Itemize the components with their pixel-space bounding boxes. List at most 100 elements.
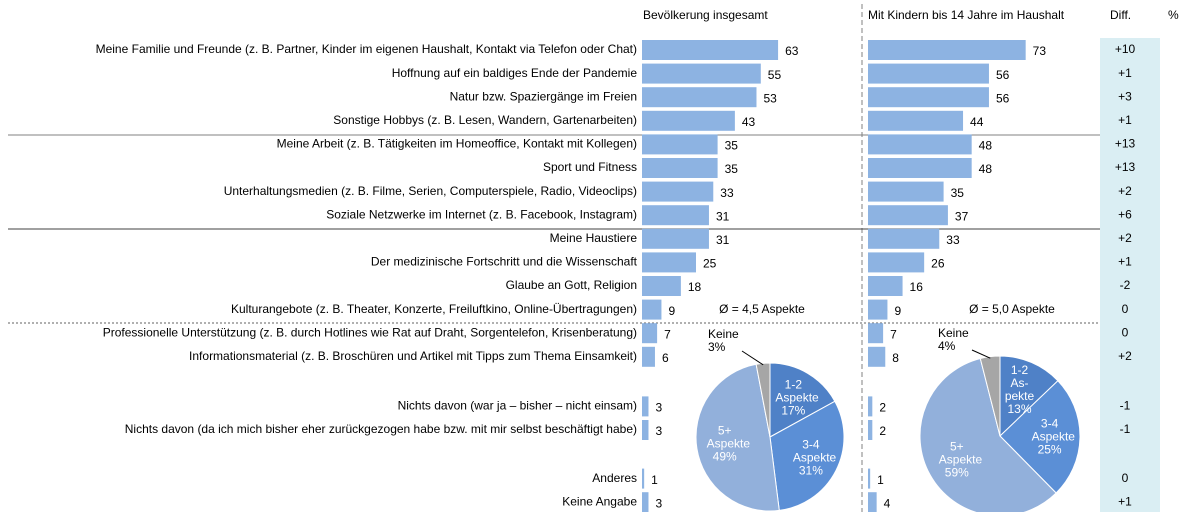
value-label: 33 <box>720 186 734 200</box>
pie-category: 1-2 As-pekte <box>1004 363 1035 404</box>
value-label: 9 <box>894 304 901 318</box>
category-label: Anderes <box>592 471 637 485</box>
bar <box>868 299 888 320</box>
category-label: Natur bzw. Spaziergänge im Freien <box>450 89 637 103</box>
bar <box>642 276 681 296</box>
value-label: 56 <box>996 68 1010 82</box>
pie-value: 3% <box>708 340 726 354</box>
leader-line <box>971 349 991 359</box>
bar <box>868 63 989 84</box>
value-label: 3 <box>655 401 662 415</box>
category-label: Sport und Fitness <box>543 160 637 174</box>
pie-slice <box>769 362 836 438</box>
pie-label: 3-4 Aspekte 31% <box>792 437 837 477</box>
value-label: 1 <box>651 473 658 487</box>
bar <box>868 276 903 296</box>
category-label: Unterhaltungsmedien (z. B. Filme, Serien… <box>224 184 637 198</box>
value-label: 25 <box>703 257 717 271</box>
bar <box>868 87 989 108</box>
bar <box>642 158 718 178</box>
diff-label: +6 <box>1118 207 1132 221</box>
value-label: 31 <box>716 209 730 223</box>
category-label: Sonstige Hobbys (z. B. Lesen, Wandern, G… <box>333 113 637 127</box>
category-label: Hoffnung auf ein baldiges Ende der Pande… <box>392 66 638 80</box>
bar <box>868 134 972 155</box>
pie-value: 59% <box>944 465 969 480</box>
bar <box>868 492 877 512</box>
bar <box>868 205 948 226</box>
leader-line <box>741 350 764 366</box>
pie-category: 3-4 Aspekte <box>1031 416 1075 444</box>
value-label: 44 <box>970 115 984 129</box>
value-label: 33 <box>946 233 960 247</box>
value-label: 4 <box>884 496 891 510</box>
pie-label: 1-2 Aspekte 17% <box>775 377 819 417</box>
value-label: 43 <box>742 115 756 129</box>
category-label: Meine Arbeit (z. B. Tätigkeiten im Homeo… <box>277 137 637 151</box>
pie-value: 4% <box>938 339 956 353</box>
bar <box>642 396 649 417</box>
diff-header: Diff. <box>1110 8 1131 22</box>
value-label: 2 <box>879 424 886 438</box>
diff-label: +1 <box>1118 66 1132 80</box>
bar <box>868 420 873 440</box>
value-label: 3 <box>655 424 662 438</box>
diff-label: +10 <box>1115 42 1136 56</box>
bar <box>642 228 709 249</box>
value-label: 63 <box>785 44 799 58</box>
diff-label: +1 <box>1118 113 1132 127</box>
annotation: Ø = 4,5 Aspekte <box>719 302 805 316</box>
value-label: 1 <box>877 473 884 487</box>
pie-label: 3-4 Aspekte 25% <box>1031 416 1075 456</box>
value-label: 55 <box>768 68 782 82</box>
bar <box>642 87 757 108</box>
pie-label: Keine 3% <box>708 328 748 354</box>
pie-slice <box>979 355 1001 437</box>
diff-label: +2 <box>1118 349 1132 363</box>
value-label: 48 <box>979 139 993 153</box>
pie-slice <box>695 363 780 512</box>
value-label: 37 <box>955 209 969 223</box>
diff-label: +2 <box>1118 231 1132 245</box>
pie-category: Keine <box>938 326 969 340</box>
pie-label: 5+ Aspekte 49% <box>707 424 750 464</box>
value-label: 3 <box>655 496 662 510</box>
category-label: Informationsmaterial (z. B. Broschüren u… <box>189 349 637 363</box>
pie-slice <box>999 380 1081 494</box>
category-label: Meine Haustiere <box>550 231 638 245</box>
pie-category: 1-2 Aspekte <box>775 377 819 404</box>
pie-value: 49% <box>712 449 737 464</box>
bar <box>642 63 761 84</box>
diff-label: 0 <box>1122 302 1129 316</box>
bar <box>642 252 696 273</box>
bar <box>642 134 718 155</box>
pie-slice <box>999 355 1059 438</box>
value-label: 56 <box>996 91 1010 105</box>
bar <box>642 299 662 320</box>
category-label: Nichts davon (war ja – bisher – nicht ei… <box>398 399 637 413</box>
value-label: 31 <box>716 233 730 247</box>
diff-label: -1 <box>1120 422 1131 436</box>
value-label: 48 <box>979 162 993 176</box>
bar <box>642 420 649 440</box>
diff-background <box>1100 38 1160 512</box>
bar <box>868 181 944 202</box>
category-label: Soziale Netzwerke im Internet (z. B. Fac… <box>326 207 637 221</box>
value-label: 16 <box>910 280 924 294</box>
value-label: 7 <box>890 327 897 341</box>
category-label: Glaube an Gott, Religion <box>506 278 637 292</box>
value-label: 26 <box>931 257 945 271</box>
bar <box>642 492 649 512</box>
unit-label: % <box>1168 8 1179 22</box>
pie-category: 3-4 Aspekte <box>792 437 837 465</box>
bar <box>868 346 886 367</box>
bar <box>642 181 714 202</box>
category-label: Der medizinische Fortschritt und die Wis… <box>371 255 638 269</box>
diff-label: +13 <box>1115 137 1136 151</box>
value-label: 8 <box>892 351 899 365</box>
bar <box>642 323 658 344</box>
category-label: Professionelle Unterstützung (z. B. durc… <box>103 325 637 339</box>
bar <box>868 110 964 131</box>
